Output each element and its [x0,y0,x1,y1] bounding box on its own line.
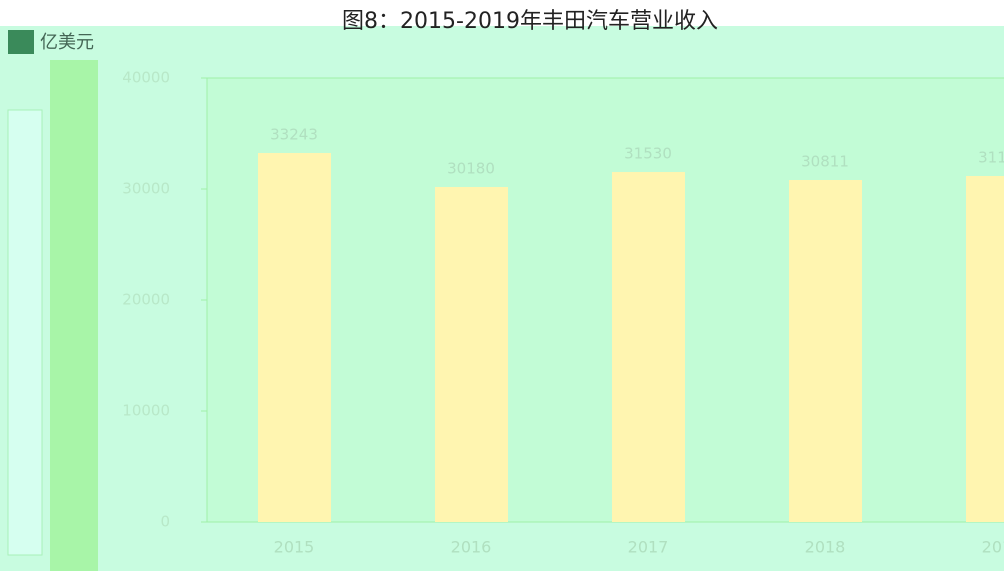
y-tick-label: 10000 [122,402,170,420]
title-band [0,0,1004,26]
x-tick-label: 2015 [274,538,315,557]
data-label: 33243 [270,126,318,144]
data-label: 30180 [447,160,495,178]
bar [789,179,862,522]
x-tick-label: 2017 [628,538,669,557]
bar [435,187,508,522]
chart-title: 图8：2015-2019年丰田汽车营业收入 [342,9,718,34]
side-strip [50,60,98,571]
y-tick-label: 20000 [122,291,170,309]
bar [966,176,1004,523]
side-panel [7,109,43,556]
x-tick-label: 2018 [805,538,846,557]
legend-label: 亿美元 [40,32,94,53]
data-label: 31530 [624,145,672,163]
bar [258,153,331,523]
bar [612,172,685,522]
data-label: 31171 [978,149,1004,167]
y-tick-label: 40000 [122,69,170,87]
x-tick-label: 2016 [451,538,492,557]
data-label: 30811 [801,152,849,170]
x-tick-label: 2019 [982,538,1004,557]
y-tick-label: 30000 [122,180,170,198]
y-tick-label: 0 [160,513,170,531]
plot-area [206,77,1004,523]
legend-swatch [8,30,34,54]
